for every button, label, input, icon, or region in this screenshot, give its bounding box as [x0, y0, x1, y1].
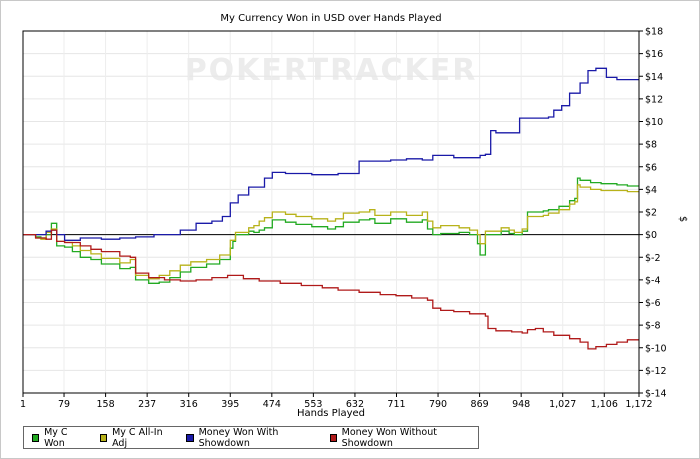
- legend-item-4: Money Won Without Showdown: [329, 426, 471, 449]
- x-tick-label: 474: [263, 399, 281, 410]
- legend-item-2: My C All-In Adj: [99, 426, 170, 449]
- x-tick-label: 395: [221, 399, 239, 410]
- y-tick-label: $12: [645, 94, 663, 105]
- legend-swatch: [329, 433, 337, 442]
- x-axis-ticks: 1 79 158 237 316 395 474 553 632 711 790 869 948 1,02…: [20, 393, 653, 410]
- legend-label: My C Won: [44, 426, 68, 449]
- series-line-3: [23, 67, 639, 241]
- series-line-4: [23, 229, 639, 350]
- x-tick-label: 790: [429, 399, 447, 410]
- series-layer: [23, 67, 639, 350]
- y-tick-label: $-4: [645, 275, 661, 286]
- y-tick-label: $2: [645, 208, 657, 219]
- y-tick-label: $-8: [645, 321, 661, 332]
- x-tick-label: 948: [512, 399, 530, 410]
- legend-swatch: [99, 433, 108, 442]
- y-tick-label: $-10: [645, 343, 667, 354]
- legend-label: Money Won With Showdown: [198, 426, 279, 449]
- chart-legend: My C Won My C All-In Adj Money Won With Sh…: [23, 426, 479, 449]
- x-tick-label: 79: [58, 399, 70, 410]
- series-line-1: [23, 177, 639, 284]
- x-tick-label: 316: [180, 399, 198, 410]
- series-line-2: [23, 184, 639, 280]
- legend-swatch: [32, 433, 40, 442]
- x-axis-label: Hands Played: [297, 408, 365, 419]
- y-axis-label: $: [677, 216, 688, 222]
- y-tick-label: $-6: [645, 298, 661, 309]
- y-tick-label: $-2: [645, 253, 661, 264]
- chart-title: My Currency Won in USD over Hands Played: [220, 13, 441, 24]
- legend-label: Money Won Without Showdown: [341, 426, 437, 449]
- y-tick-label: $6: [645, 162, 657, 173]
- y-tick-label: $18: [645, 27, 663, 38]
- x-tick-label: 1,027: [549, 399, 576, 410]
- x-tick-label: 632: [346, 399, 364, 410]
- x-tick-label: 869: [471, 399, 489, 410]
- x-tick-label: 1,106: [591, 399, 618, 410]
- y-tick-label: $4: [645, 185, 657, 196]
- x-tick-label: 553: [304, 399, 322, 410]
- watermark-logo: POKERTRACKER: [185, 53, 478, 88]
- y-tick-label: $-12: [645, 366, 667, 377]
- y-tick-label: $14: [645, 72, 663, 83]
- legend-label: My C All-In Adj: [112, 426, 163, 449]
- y-tick-label: $-14: [645, 389, 667, 400]
- x-tick-label: 237: [138, 399, 156, 410]
- y-tick-label: $0: [645, 230, 657, 241]
- y-tick-label: $8: [645, 140, 657, 151]
- y-tick-label: $10: [645, 117, 663, 128]
- legend-item-3: Money Won With Showdown: [186, 427, 313, 449]
- legend-item-1: My C Won: [32, 427, 84, 449]
- x-tick-label: 1,172: [625, 399, 652, 410]
- x-tick-label: 711: [387, 399, 405, 410]
- legend-swatch: [186, 433, 194, 442]
- x-tick-label: 1: [20, 399, 26, 410]
- y-tick-label: $16: [645, 49, 663, 60]
- y-axis-ticks: $-14 $-12 $-10 $-8 $-6 $-4 $-2 $0 $2 $4 $6 $8 $10 $12…: [639, 27, 667, 400]
- x-tick-label: 158: [97, 399, 115, 410]
